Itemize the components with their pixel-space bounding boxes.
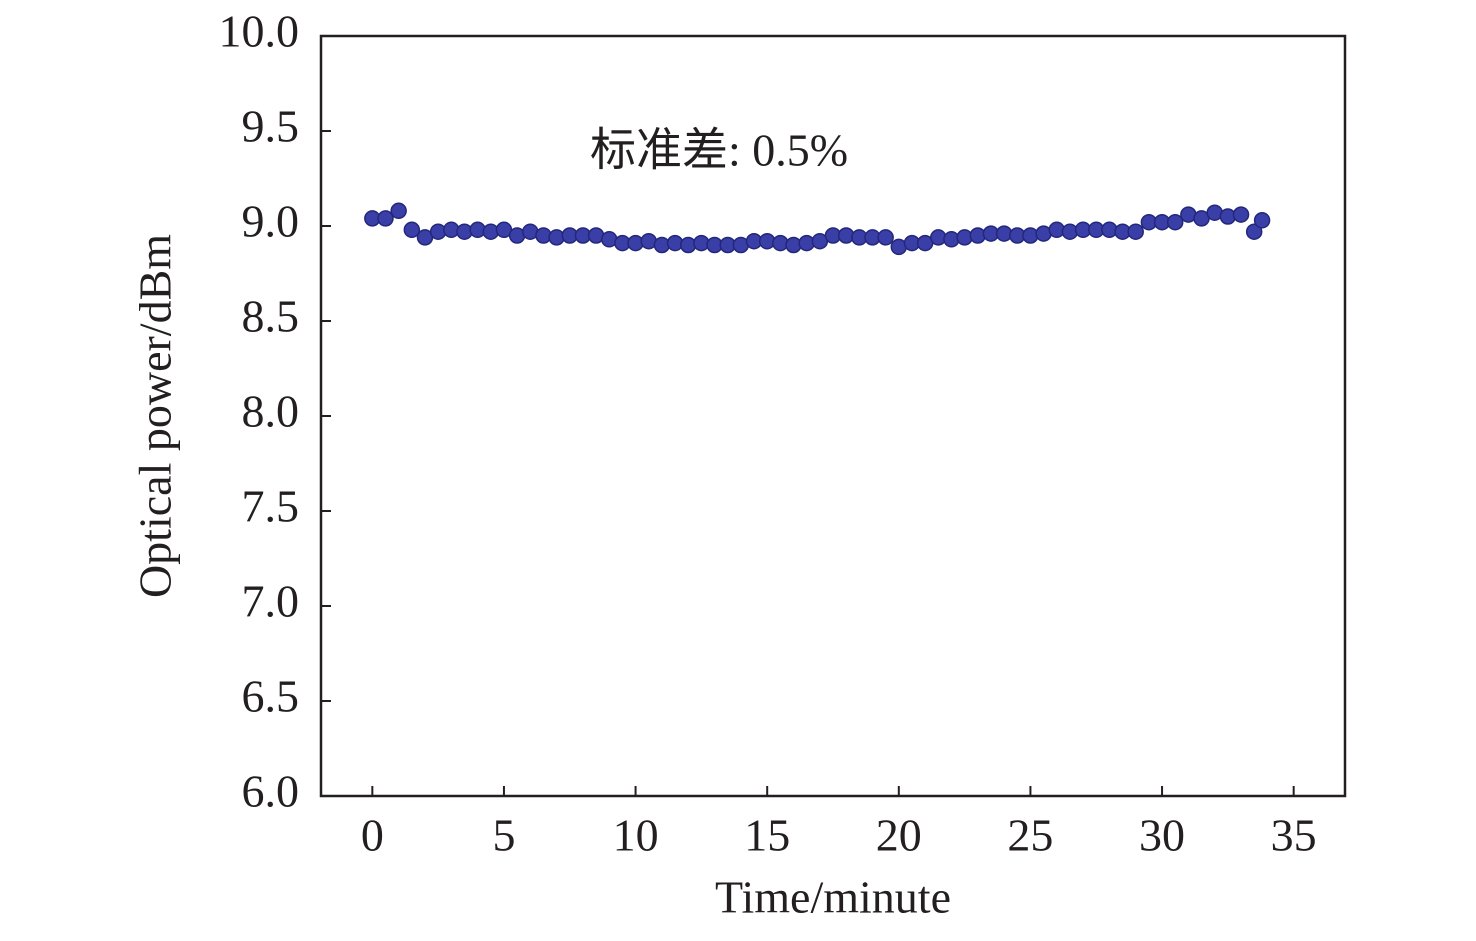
data-point	[1232, 206, 1250, 223]
y-tick-label: 8.5	[242, 291, 300, 342]
data-point	[390, 202, 407, 220]
x-tick-label: 15	[744, 810, 790, 861]
x-tick-label: 25	[1007, 810, 1053, 861]
data-point	[877, 229, 894, 246]
y-tick-label: 9.0	[242, 196, 300, 247]
x-tick-label: 10	[613, 810, 659, 861]
data-point	[377, 210, 394, 227]
x-tick-label: 35	[1271, 810, 1317, 861]
data-point	[403, 221, 421, 239]
x-tick-label: 20	[876, 810, 922, 861]
y-tick-label: 9.5	[242, 101, 300, 152]
y-tick-label: 6.0	[242, 766, 300, 817]
annotation: 标准差: 0.5%	[590, 125, 848, 176]
data-point	[1253, 212, 1271, 229]
y-tick-label: 7.0	[242, 576, 300, 627]
data-point	[1127, 223, 1144, 240]
x-tick-label: 0	[361, 810, 384, 861]
y-tick-label: 6.5	[242, 671, 300, 722]
y-tick-label: 10.0	[219, 6, 300, 57]
data-point	[1245, 223, 1263, 240]
y-axis-label: Optical power/dBm	[130, 234, 181, 598]
x-tick-label: 5	[492, 810, 515, 861]
x-axis-label: Time/minute	[715, 872, 951, 923]
x-tick-label: 30	[1139, 810, 1185, 861]
y-tick-label: 7.5	[242, 481, 300, 532]
data-point	[1166, 213, 1184, 231]
y-tick-label: 8.0	[242, 386, 300, 437]
